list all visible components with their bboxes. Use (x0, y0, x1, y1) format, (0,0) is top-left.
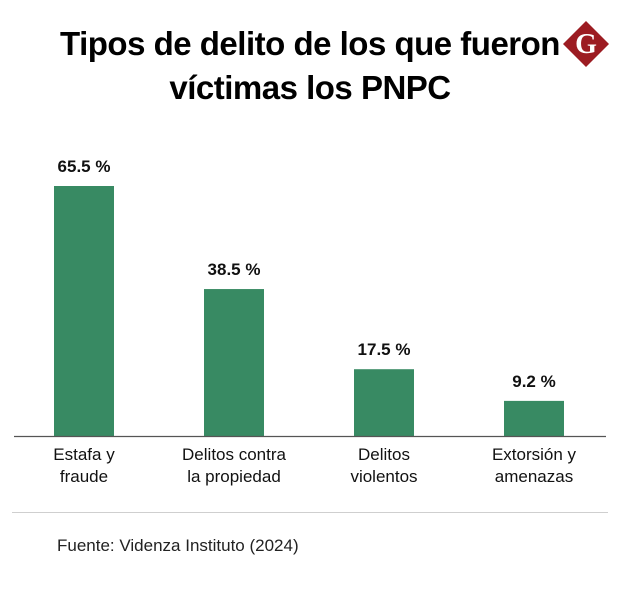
brand-logo: G (563, 21, 609, 67)
footer-divider (12, 512, 608, 513)
category-label-0-line-2: fraude (60, 467, 108, 486)
category-label-2-line-2: violentos (350, 467, 417, 486)
bar-value-label-3: 9.2 % (512, 372, 555, 391)
category-label-0-line-1: Estafa y (53, 445, 115, 464)
bar-2 (354, 369, 414, 436)
chart-title: Tipos de delito de los que fueron víctim… (0, 22, 620, 110)
category-label-3-line-1: Extorsión y (492, 445, 577, 464)
category-label-1-line-1: Delitos contra (182, 445, 286, 464)
category-label-1-line-2: la propiedad (187, 467, 281, 486)
brand-logo-letter: G (575, 29, 597, 60)
category-label-3-line-2: amenazas (495, 467, 573, 486)
chart-title-line-1: Tipos de delito de los que fueron (60, 25, 560, 62)
bar-3 (504, 400, 564, 436)
bar-value-label-1: 38.5 % (208, 260, 261, 279)
chart-title-line-2: víctimas los PNPC (169, 69, 451, 106)
bar-chart: 65.5 % Estafa y fraude 38.5 % Delitos contra… (14, 157, 606, 486)
bar-0 (54, 186, 114, 436)
bar-1 (204, 289, 264, 436)
category-label-2-line-1: Delitos (358, 445, 410, 464)
bar-value-label-2: 17.5 % (358, 340, 411, 359)
bar-value-label-0: 65.5 % (58, 157, 111, 176)
source-note: Fuente: Videnza Instituto (2024) (57, 536, 299, 555)
brand-logo-diamond (563, 21, 609, 67)
